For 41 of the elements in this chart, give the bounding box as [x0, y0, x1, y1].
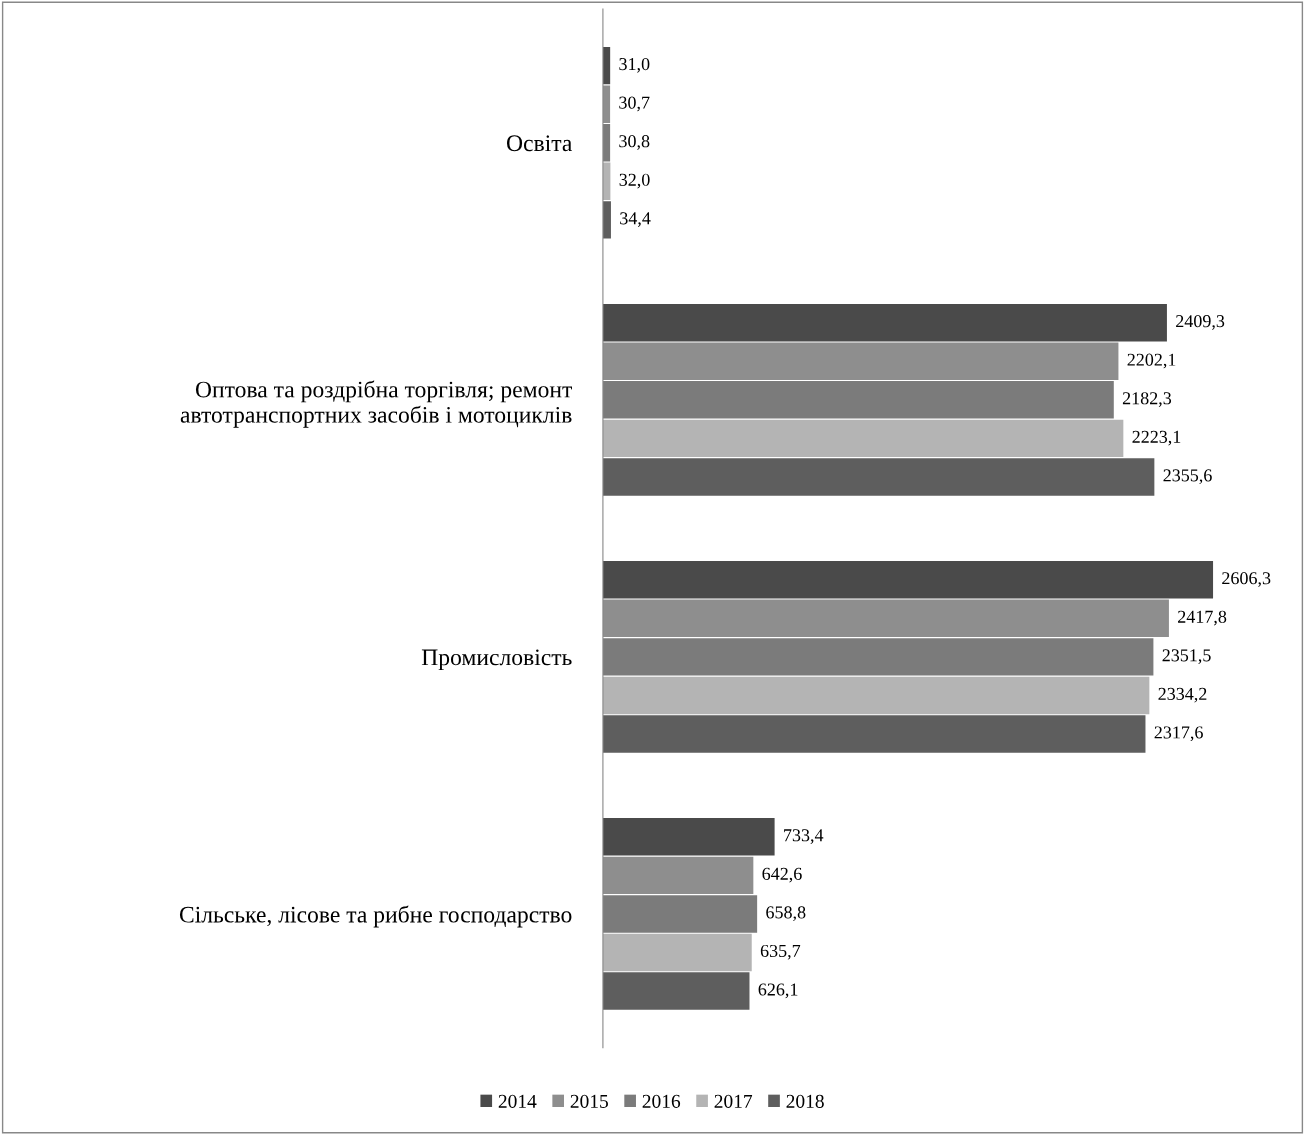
- legend-label: 2016: [642, 1094, 681, 1108]
- data-label: 642,6: [762, 867, 802, 883]
- y-tick-label: Освіта: [506, 135, 573, 152]
- data-label: 733,4: [784, 829, 824, 844]
- data-label: 2182,3: [1122, 392, 1172, 407]
- data-label: 2351,5: [1162, 649, 1211, 664]
- data-label: 2334,2: [1158, 687, 1207, 703]
- data-label: 2606,3: [1222, 572, 1271, 587]
- bar: [602, 676, 1150, 715]
- data-label: 626,1: [758, 983, 798, 999]
- bar: [602, 561, 1214, 599]
- bar: [602, 895, 758, 933]
- bar: [602, 303, 1167, 342]
- bar: [602, 715, 1146, 753]
- bar: [602, 638, 1154, 676]
- bar: [602, 933, 752, 972]
- bar: [602, 419, 1124, 458]
- bar: [602, 381, 1114, 419]
- data-label: 658,8: [766, 906, 806, 922]
- data-label: 2417,8: [1178, 610, 1227, 626]
- legend-label: 2018: [786, 1094, 824, 1108]
- data-label: 2317,6: [1154, 726, 1203, 742]
- data-label: 32,0: [619, 173, 650, 189]
- data-label: 30,8: [619, 135, 650, 150]
- data-label: 34,4: [620, 212, 651, 227]
- data-label: 2202,1: [1127, 353, 1176, 369]
- legend-label: 2017: [714, 1094, 753, 1108]
- legend-label: 2015: [570, 1094, 608, 1108]
- y-tick-label: Сільське, лісове та рибне господарство: [179, 905, 572, 928]
- y-tick-label: Оптова та роздрібна торгівля; ремонт автотранспортних засобів і мотоциклів: [180, 380, 572, 428]
- y-tick-label: Промисловість: [421, 649, 572, 671]
- bar: [602, 972, 750, 1010]
- data-label: 635,7: [760, 944, 801, 960]
- legend-label: 2014: [498, 1094, 537, 1108]
- data-label: 2355,6: [1163, 469, 1212, 485]
- data-label: 30,7: [619, 96, 650, 112]
- data-label: 31,0: [619, 57, 650, 73]
- bar: [602, 818, 775, 856]
- bar: [602, 458, 1155, 496]
- data-label: 2409,3: [1176, 315, 1225, 330]
- data-label: 2223,1: [1132, 430, 1181, 446]
